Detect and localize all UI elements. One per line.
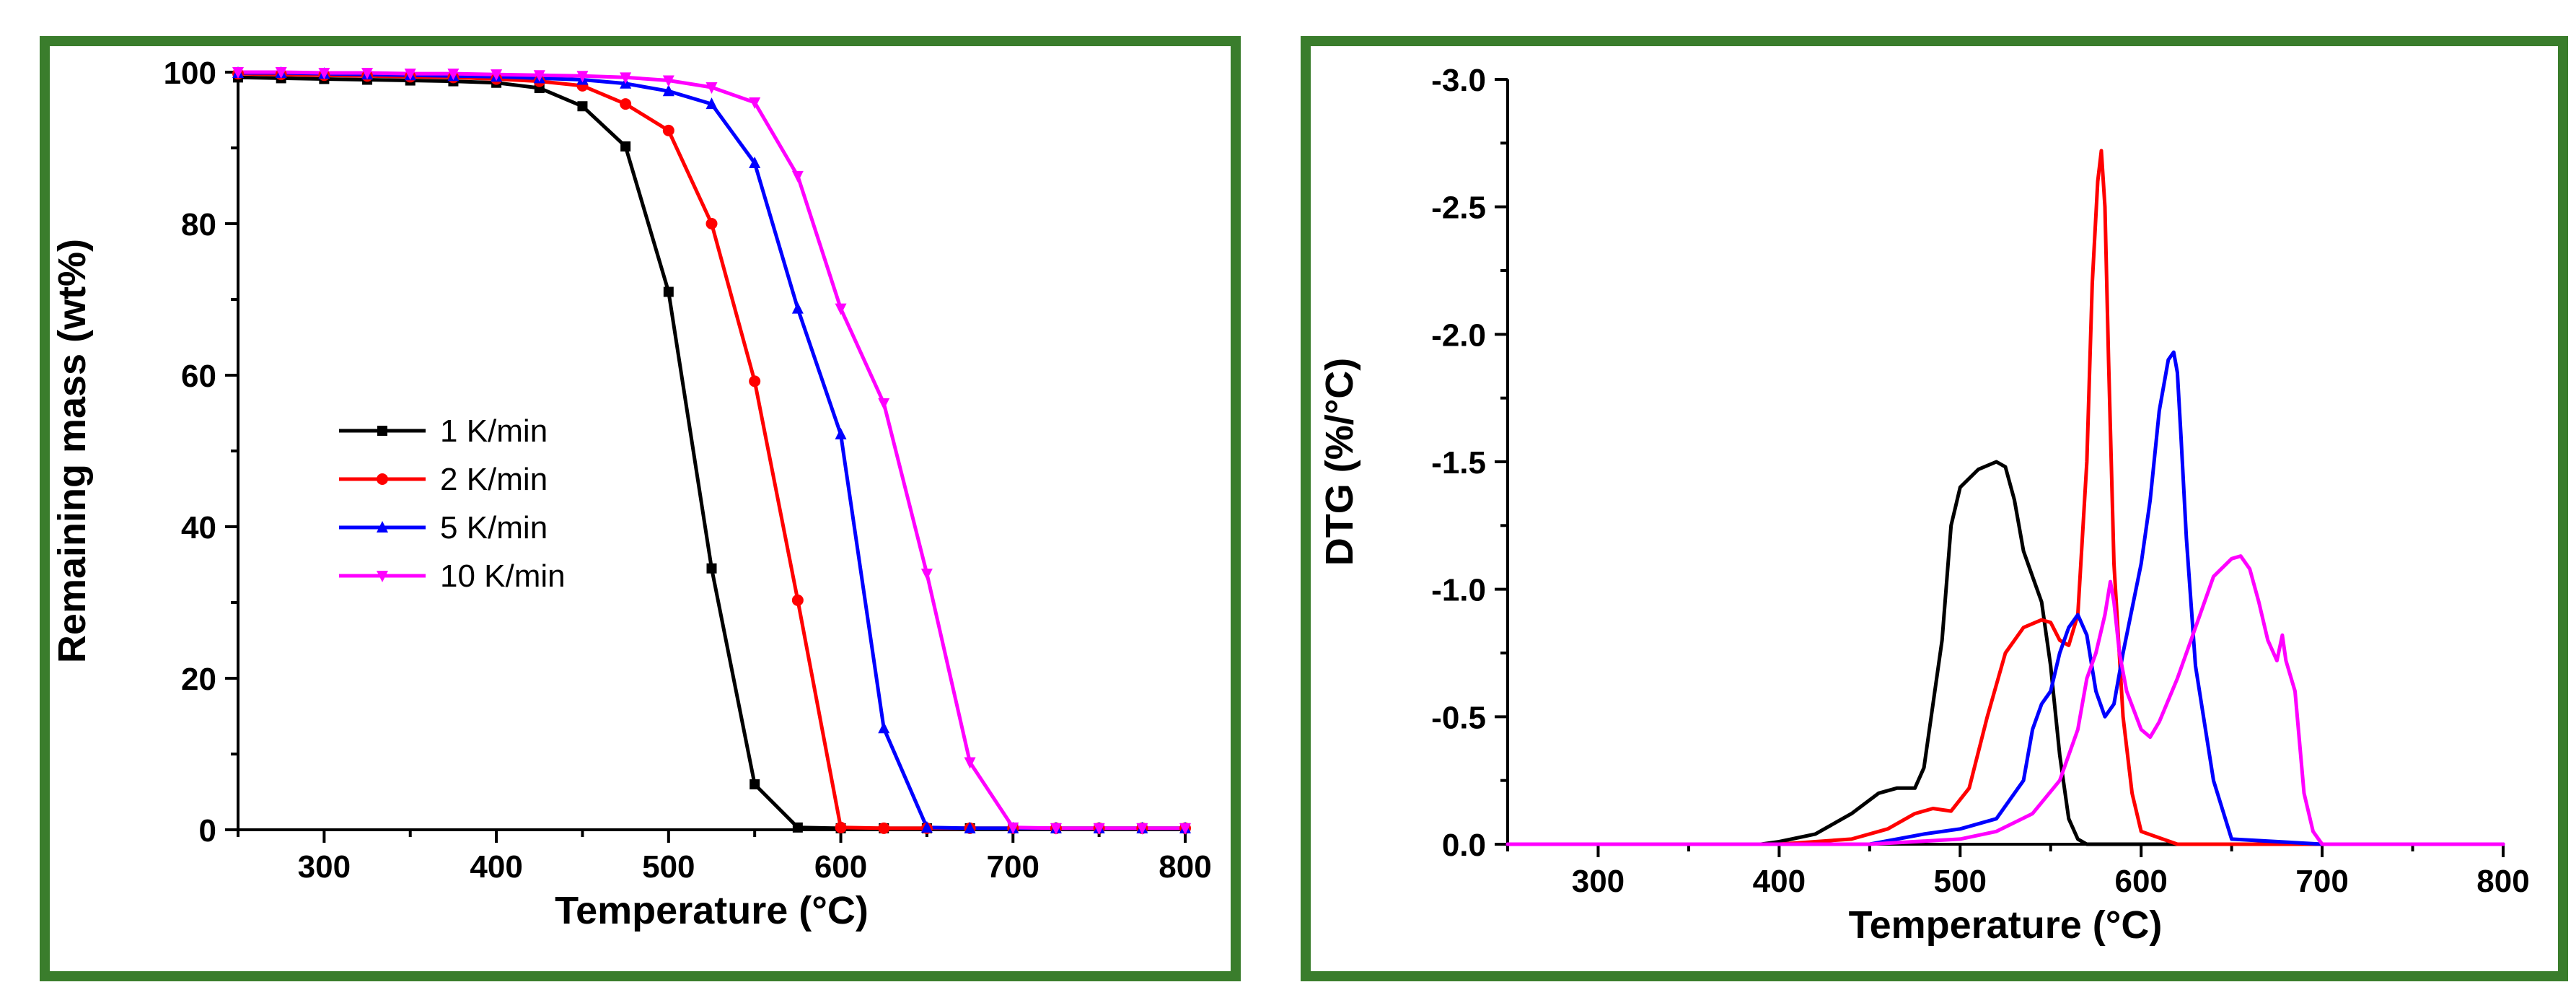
tga-data-point [620, 98, 632, 110]
tga-data-point [920, 820, 933, 833]
tga-data-point [878, 398, 890, 410]
dtg-x-tick-label: 400 [1753, 864, 1806, 899]
tga-y-tick-label: 60 [181, 359, 216, 394]
tga-data-point [1007, 822, 1019, 834]
legend-marker [377, 521, 388, 533]
dtg-x-tick-label: 500 [1934, 864, 1987, 899]
legend-label: 2 K/min [440, 462, 548, 497]
tga-y-tick-label: 0 [199, 813, 216, 849]
tga-data-point [1093, 823, 1105, 835]
tga-data-point [835, 427, 847, 439]
tga-x-tick-label: 300 [298, 849, 351, 885]
dtg-series-1-k-min [1505, 460, 2505, 846]
tga-series-10-k-min [236, 70, 1187, 830]
dtg-series-10-k-min [1505, 554, 2505, 846]
tga-series-2-k-min [236, 71, 1187, 830]
legend-marker [377, 571, 388, 582]
tga-data-point [491, 69, 503, 82]
tga-data-point [1179, 823, 1191, 835]
dtg-series-2-k-min [1505, 149, 2505, 846]
dtg-chart: 300 400 500 600 700 800 0.0 -0.5 -1.0 -1.5 -2.0 -2.… [1318, 63, 2530, 947]
tga-data-point [662, 75, 674, 87]
dtg-chart-panel [1301, 36, 2568, 981]
dtg-x-tick-label: 700 [2295, 864, 2348, 899]
dtg-x-axis-title: Temperature (°C) [1849, 903, 2163, 947]
legend-label: 5 K/min [440, 510, 548, 545]
tga-data-point [749, 779, 760, 789]
legend-label: 10 K/min [440, 558, 566, 594]
tga-data-point [964, 821, 976, 833]
tga-data-point [620, 72, 632, 84]
tga-y-axis-title: Remaining mass (wt%) [50, 239, 94, 663]
tga-data-point [878, 822, 890, 834]
tga-data-point [275, 67, 287, 79]
tga-data-point [705, 82, 718, 94]
tga-series-1-k-min [236, 75, 1187, 830]
tga-y-tick-label: 20 [181, 662, 216, 697]
tga-data-point [662, 84, 674, 97]
tga-x-tick-label: 800 [1159, 849, 1211, 885]
dtg-x-tick-label: 300 [1572, 864, 1625, 899]
tga-data-point [404, 69, 416, 81]
tga-x-axis-title: Temperature (°C) [555, 889, 869, 932]
tga-data-point [577, 101, 588, 112]
tga-data-point [705, 218, 718, 229]
tga-data-point [792, 822, 803, 833]
tga-chart: 300 400 500 600 700 800 0 20 40 60 80 100 Temperatur… [50, 56, 1212, 932]
tga-series-5-k-min [236, 71, 1187, 830]
legend-marker [377, 473, 388, 485]
tga-data-point [662, 124, 674, 136]
dtg-y-tick-label: -1.5 [1431, 445, 1486, 481]
tga-data-point [706, 563, 717, 574]
tga-data-point [791, 170, 804, 183]
dtg-y-axis-title: DTG (%/°C) [1318, 358, 1361, 566]
tga-data-point [749, 375, 761, 387]
tga-data-point [1136, 823, 1148, 835]
tga-data-point [920, 569, 933, 581]
dtg-y-tick-label: -2.5 [1431, 190, 1486, 226]
dtg-series-5-k-min [1505, 350, 2505, 846]
dtg-x-tick-label: 800 [2476, 864, 2529, 899]
tga-x-tick-label: 500 [642, 849, 695, 885]
tga-y-tick-label: 80 [181, 207, 216, 242]
dtg-y-tick-label: -2.0 [1431, 317, 1486, 353]
tga-data-point [749, 97, 761, 109]
tga-data-point [361, 68, 374, 80]
tga-data-point [533, 70, 545, 82]
tga-x-tick-label: 400 [470, 849, 522, 885]
tga-data-point [576, 71, 589, 83]
tga-data-point [663, 286, 674, 297]
dtg-y-tick-label: -1.0 [1431, 573, 1486, 608]
tga-data-point [835, 303, 847, 315]
tga-data-point [878, 722, 890, 734]
tga-y-tick-label: 40 [181, 510, 216, 545]
dtg-y-tick-label: 0.0 [1442, 828, 1486, 863]
tga-data-point [620, 141, 631, 152]
tga-data-point [791, 594, 804, 606]
tga-data-point [232, 67, 244, 79]
tga-y-tick-label: 100 [164, 56, 216, 91]
dtg-y-tick-label: -3.0 [1431, 63, 1486, 98]
dtg-x-tick-label: 600 [2114, 864, 2167, 899]
tga-data-point [791, 302, 804, 314]
tga-data-point [318, 68, 330, 80]
legend-label: 1 K/min [440, 413, 548, 449]
tga-data-point [447, 69, 460, 81]
tga-data-point [835, 821, 847, 833]
tga-data-point [705, 97, 718, 110]
tga-x-tick-label: 600 [814, 849, 867, 885]
dtg-y-tick-label: -0.5 [1431, 700, 1486, 735]
tga-data-point [964, 757, 976, 769]
tga-data-point [1050, 823, 1062, 835]
tga-x-tick-label: 700 [987, 849, 1039, 885]
tga-legend: 1 K/min 2 K/min 5 K/min 10 K/min [339, 413, 566, 594]
tga-data-point [749, 157, 761, 168]
legend-marker [377, 426, 387, 436]
